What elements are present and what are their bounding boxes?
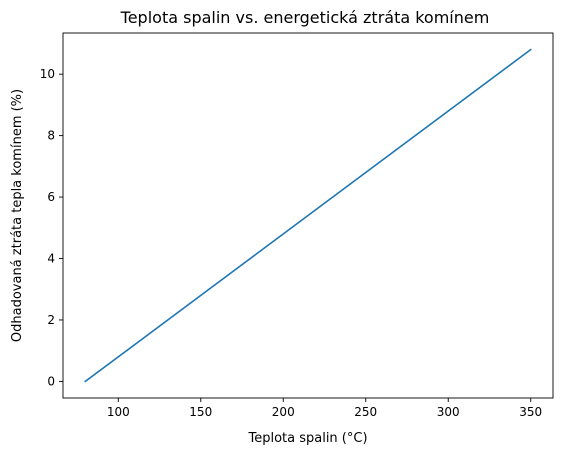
y-tick-label: 10: [40, 67, 55, 81]
chart-title: Teplota spalin vs. energetická ztráta ko…: [120, 8, 490, 27]
y-tick-label: 2: [47, 313, 55, 327]
y-axis-label: Odhadovaná ztráta tepla komínem (%): [10, 89, 25, 342]
y-axis: 0 2 4 6 8 10: [40, 67, 63, 388]
x-tick-label: 250: [354, 405, 377, 419]
x-tick-label: 150: [189, 405, 212, 419]
x-tick-label: 350: [519, 405, 542, 419]
axes-frame: [62, 32, 554, 399]
series-line-0: [84, 48, 532, 383]
y-tick-label: 8: [47, 129, 55, 143]
plot-area: [84, 48, 532, 383]
y-tick-label: 6: [47, 190, 55, 204]
x-tick-label: 300: [437, 405, 460, 419]
x-tick-label: 200: [272, 405, 295, 419]
y-tick-label: 0: [47, 374, 55, 388]
x-axis: 100 150 200 250 300 350: [107, 398, 542, 419]
x-tick-label: 100: [107, 405, 130, 419]
y-tick-label: 4: [47, 252, 55, 266]
x-axis-label: Teplota spalin (°C): [247, 431, 367, 446]
